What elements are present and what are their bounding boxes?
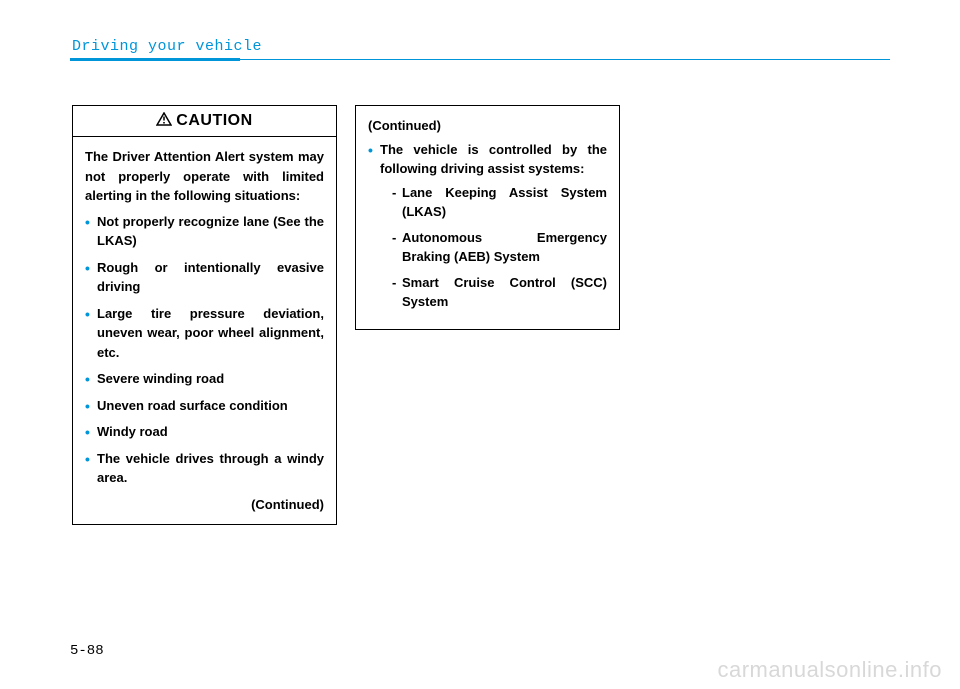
sub-item: Lane Keeping Assist System (LKAS) bbox=[392, 183, 607, 222]
continued-label: (Continued) bbox=[85, 495, 324, 515]
underline-thick bbox=[70, 58, 240, 61]
page-header: Driving your vehicle bbox=[70, 38, 890, 61]
caution-bullet: Uneven road surface condi­tion bbox=[85, 396, 324, 416]
caution-bullet: Not properly recognize lane (See the LKA… bbox=[85, 212, 324, 251]
continued-bullet-text: The vehicle is controlled by the followi… bbox=[380, 142, 607, 177]
continued-bullet: The vehicle is controlled by the followi… bbox=[368, 140, 607, 312]
header-underline bbox=[70, 58, 890, 61]
caution-bullet: Windy road bbox=[85, 422, 324, 442]
caution-label: CAUTION bbox=[176, 112, 252, 129]
page-number: 5-88 bbox=[70, 643, 104, 659]
caution-bullet: Large tire pressure deviation, uneven we… bbox=[85, 304, 324, 363]
manual-page: Driving your vehicle CAUTION The Driver … bbox=[0, 0, 960, 689]
continued-body: (Continued) The vehicle is controlled by… bbox=[356, 106, 619, 329]
continued-box: (Continued) The vehicle is controlled by… bbox=[355, 105, 620, 330]
caution-bullet-list: Not properly recognize lane (See the LKA… bbox=[85, 212, 324, 488]
sub-item: Autonomous Emergency Braking (AEB) Syste… bbox=[392, 228, 607, 267]
caution-bullet: The vehicle drives through a windy area. bbox=[85, 449, 324, 488]
warning-icon bbox=[156, 112, 172, 131]
continued-heading: (Continued) bbox=[368, 116, 607, 136]
caution-bullet: Severe winding road bbox=[85, 369, 324, 389]
caution-intro: The Driver Attention Alert sys­tem may n… bbox=[85, 147, 324, 206]
caution-box: CAUTION The Driver Attention Alert sys­t… bbox=[72, 105, 337, 525]
content-columns: CAUTION The Driver Attention Alert sys­t… bbox=[70, 105, 890, 525]
caution-bullet: Rough or intentionally eva­sive driving bbox=[85, 258, 324, 297]
sub-list: Lane Keeping Assist System (LKAS) Autono… bbox=[380, 183, 607, 312]
section-title: Driving your vehicle bbox=[70, 38, 890, 59]
caution-header: CAUTION bbox=[73, 106, 336, 137]
continued-bullet-list: The vehicle is controlled by the followi… bbox=[368, 140, 607, 312]
underline-thin bbox=[240, 59, 890, 60]
watermark: carmanualsonline.info bbox=[717, 657, 942, 683]
caution-body: The Driver Attention Alert sys­tem may n… bbox=[73, 137, 336, 524]
sub-item: Smart Cruise Control (SCC) System bbox=[392, 273, 607, 312]
